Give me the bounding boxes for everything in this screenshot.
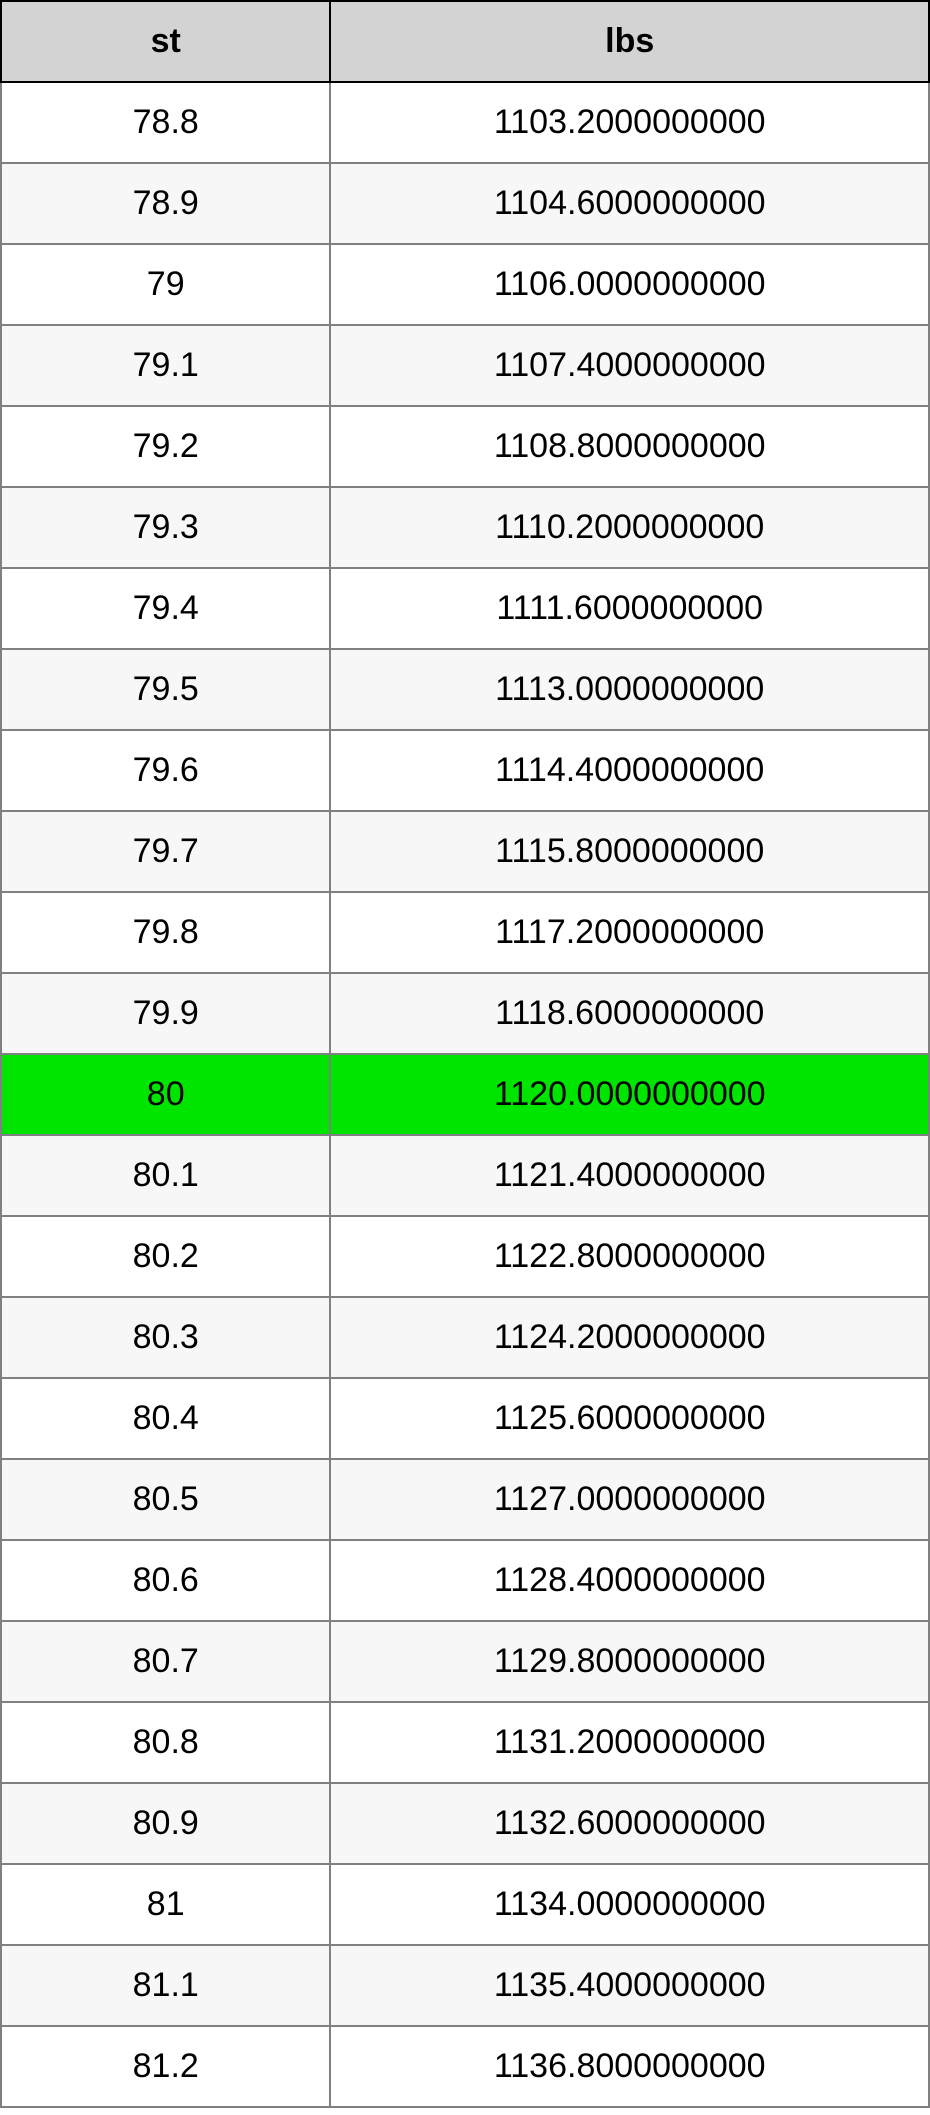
cell-lbs: 1128.4000000000 <box>330 1540 929 1621</box>
cell-st: 79.7 <box>1 811 330 892</box>
column-header-st: st <box>1 1 330 82</box>
conversion-table: st lbs 78.81103.200000000078.91104.60000… <box>0 0 930 2108</box>
table-row: 80.41125.6000000000 <box>1 1378 929 1459</box>
cell-st: 80.8 <box>1 1702 330 1783</box>
cell-st: 80.2 <box>1 1216 330 1297</box>
table-row: 80.61128.4000000000 <box>1 1540 929 1621</box>
cell-st: 79.1 <box>1 325 330 406</box>
table-row: 78.91104.6000000000 <box>1 163 929 244</box>
cell-lbs: 1118.6000000000 <box>330 973 929 1054</box>
table-row: 80.21122.8000000000 <box>1 1216 929 1297</box>
table-row: 80.71129.8000000000 <box>1 1621 929 1702</box>
cell-st: 80.3 <box>1 1297 330 1378</box>
table-row: 81.21136.8000000000 <box>1 2026 929 2107</box>
cell-lbs: 1134.0000000000 <box>330 1864 929 1945</box>
cell-st: 80.6 <box>1 1540 330 1621</box>
cell-lbs: 1115.8000000000 <box>330 811 929 892</box>
cell-lbs: 1131.2000000000 <box>330 1702 929 1783</box>
table-row: 80.11121.4000000000 <box>1 1135 929 1216</box>
table-row: 80.31124.2000000000 <box>1 1297 929 1378</box>
cell-lbs: 1113.0000000000 <box>330 649 929 730</box>
cell-lbs: 1104.6000000000 <box>330 163 929 244</box>
table-row: 79.71115.8000000000 <box>1 811 929 892</box>
cell-st: 79.6 <box>1 730 330 811</box>
cell-lbs: 1107.4000000000 <box>330 325 929 406</box>
table-row: 79.21108.8000000000 <box>1 406 929 487</box>
table-header-row: st lbs <box>1 1 929 82</box>
cell-st: 80.7 <box>1 1621 330 1702</box>
table-row: 79.61114.4000000000 <box>1 730 929 811</box>
table-row: 79.11107.4000000000 <box>1 325 929 406</box>
table-row: 80.51127.0000000000 <box>1 1459 929 1540</box>
table-row: 81.11135.4000000000 <box>1 1945 929 2026</box>
cell-st: 79.2 <box>1 406 330 487</box>
table-row: 79.51113.0000000000 <box>1 649 929 730</box>
cell-lbs: 1114.4000000000 <box>330 730 929 811</box>
cell-st: 81.2 <box>1 2026 330 2107</box>
cell-lbs: 1117.2000000000 <box>330 892 929 973</box>
cell-st: 80.4 <box>1 1378 330 1459</box>
cell-st: 80.1 <box>1 1135 330 1216</box>
cell-lbs: 1121.4000000000 <box>330 1135 929 1216</box>
cell-lbs: 1110.2000000000 <box>330 487 929 568</box>
table-row: 801120.0000000000 <box>1 1054 929 1135</box>
cell-st: 78.8 <box>1 82 330 163</box>
table-row: 79.91118.6000000000 <box>1 973 929 1054</box>
column-header-lbs: lbs <box>330 1 929 82</box>
cell-lbs: 1127.0000000000 <box>330 1459 929 1540</box>
cell-st: 79.9 <box>1 973 330 1054</box>
cell-lbs: 1122.8000000000 <box>330 1216 929 1297</box>
table-row: 79.31110.2000000000 <box>1 487 929 568</box>
cell-lbs: 1108.8000000000 <box>330 406 929 487</box>
cell-lbs: 1129.8000000000 <box>330 1621 929 1702</box>
cell-st: 78.9 <box>1 163 330 244</box>
table-body: 78.81103.200000000078.91104.600000000079… <box>1 82 929 2107</box>
table-row: 78.81103.2000000000 <box>1 82 929 163</box>
cell-lbs: 1132.6000000000 <box>330 1783 929 1864</box>
cell-st: 79.5 <box>1 649 330 730</box>
table-row: 791106.0000000000 <box>1 244 929 325</box>
cell-st: 80 <box>1 1054 330 1135</box>
table-row: 80.91132.6000000000 <box>1 1783 929 1864</box>
cell-st: 79.4 <box>1 568 330 649</box>
cell-lbs: 1103.2000000000 <box>330 82 929 163</box>
cell-lbs: 1125.6000000000 <box>330 1378 929 1459</box>
cell-lbs: 1120.0000000000 <box>330 1054 929 1135</box>
table-row: 79.81117.2000000000 <box>1 892 929 973</box>
cell-st: 79.3 <box>1 487 330 568</box>
cell-lbs: 1106.0000000000 <box>330 244 929 325</box>
cell-st: 79 <box>1 244 330 325</box>
cell-lbs: 1135.4000000000 <box>330 1945 929 2026</box>
table-row: 79.41111.6000000000 <box>1 568 929 649</box>
table-row: 80.81131.2000000000 <box>1 1702 929 1783</box>
table-row: 811134.0000000000 <box>1 1864 929 1945</box>
cell-st: 80.5 <box>1 1459 330 1540</box>
cell-st: 81.1 <box>1 1945 330 2026</box>
cell-st: 79.8 <box>1 892 330 973</box>
cell-lbs: 1136.8000000000 <box>330 2026 929 2107</box>
cell-st: 81 <box>1 1864 330 1945</box>
cell-lbs: 1111.6000000000 <box>330 568 929 649</box>
cell-st: 80.9 <box>1 1783 330 1864</box>
cell-lbs: 1124.2000000000 <box>330 1297 929 1378</box>
